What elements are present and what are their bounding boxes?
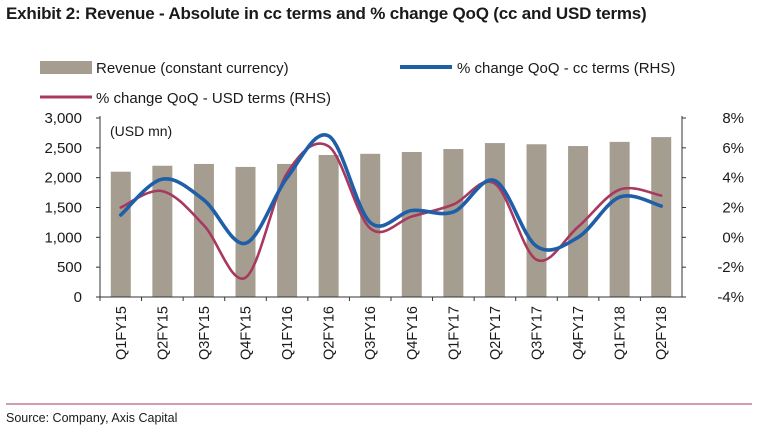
bar-Q2FY16 xyxy=(318,154,339,297)
x-tick-label: Q2FY17 xyxy=(488,306,504,360)
source-note: Source: Company, Axis Capital xyxy=(6,411,178,425)
bar-Q3FY17 xyxy=(526,144,547,297)
x-tick-label: Q1FY16 xyxy=(280,306,296,360)
legend-swatch-revenue xyxy=(40,61,92,74)
left-tick-label: 1,000 xyxy=(44,229,82,246)
x-tick-label: Q3FY17 xyxy=(530,306,546,360)
legend-label-cc: % change QoQ - cc terms (RHS) xyxy=(457,60,675,77)
x-tick-label: Q1FY18 xyxy=(613,306,629,360)
left-tick-label: 3,000 xyxy=(44,110,82,127)
bar-Q1FY15 xyxy=(110,171,131,297)
right-tick-label: 0% xyxy=(722,229,744,246)
bar-Q1FY16 xyxy=(277,163,298,297)
legend-label-usd: % change QoQ - USD terms (RHS) xyxy=(96,90,331,107)
x-tick-label: Q2FY15 xyxy=(155,306,171,360)
chart-legend: Revenue (constant currency) % change QoQ … xyxy=(40,60,675,107)
x-tick-label: Q4FY15 xyxy=(239,306,255,360)
axes-group: 0 500 1,000 1,500 2,000 2,500 3,000 -4% -2% 0% 2% 4… xyxy=(44,110,744,360)
bar-series-revenue xyxy=(110,137,672,297)
left-tick-label: 0 xyxy=(74,289,82,306)
bar-Q4FY17 xyxy=(568,146,589,297)
left-tick-label: 2,500 xyxy=(44,140,82,157)
bar-Q1FY17 xyxy=(443,149,464,297)
line-change-qoq-usd-terms-rhs xyxy=(119,142,663,280)
line-series-group xyxy=(118,133,664,280)
legend-label-revenue: Revenue (constant currency) xyxy=(96,60,289,77)
line-change-qoq-cc-terms-rhs xyxy=(118,133,664,252)
x-tick-label: Q4FY17 xyxy=(571,306,587,360)
left-tick-label: 500 xyxy=(57,259,82,276)
chart-title: Exhibit 2: Revenue - Absolute in cc term… xyxy=(6,4,647,23)
bar-Q2FY18 xyxy=(651,137,672,297)
bar-Q2FY17 xyxy=(484,143,505,297)
unit-note: (USD mn) xyxy=(110,123,172,139)
bar-Q1FY18 xyxy=(609,141,630,297)
right-tick-label: 2% xyxy=(722,200,744,217)
left-tick-label: 2,000 xyxy=(44,170,82,187)
x-tick-label: Q3FY15 xyxy=(197,306,213,360)
x-tick-label: Q1FY15 xyxy=(114,306,130,360)
left-tick-label: 1,500 xyxy=(44,200,82,217)
x-tick-label: Q2FY18 xyxy=(654,306,670,360)
bar-Q3FY15 xyxy=(193,163,214,297)
bar-Q4FY15 xyxy=(235,166,256,297)
right-tick-label: -4% xyxy=(717,289,744,306)
x-tick-label: Q2FY16 xyxy=(322,306,338,360)
x-tick-label: Q1FY17 xyxy=(446,306,462,360)
right-tick-label: 6% xyxy=(722,140,744,157)
bar-Q4FY16 xyxy=(401,152,422,297)
x-tick-label: Q4FY16 xyxy=(405,306,421,360)
bar-Q2FY15 xyxy=(152,165,173,297)
right-tick-label: 4% xyxy=(722,170,744,187)
bar-Q3FY16 xyxy=(360,153,381,297)
x-tick-label: Q3FY16 xyxy=(363,306,379,360)
right-tick-label: -2% xyxy=(717,259,744,276)
right-tick-label: 8% xyxy=(722,110,744,127)
